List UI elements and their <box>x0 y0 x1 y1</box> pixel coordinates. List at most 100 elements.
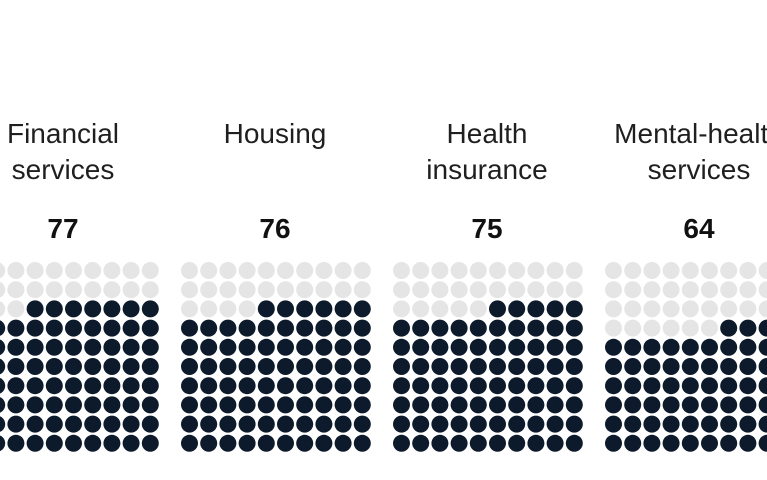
filled-dot <box>720 434 738 452</box>
empty-dot <box>450 300 468 318</box>
filled-dot <box>565 415 583 433</box>
filled-dot <box>7 415 25 433</box>
filled-dot <box>527 319 545 337</box>
category-value: 75 <box>471 213 503 244</box>
category-label-line: Financial <box>6 118 120 149</box>
filled-dot <box>701 396 718 414</box>
filled-dot <box>103 358 121 375</box>
filled-dot <box>605 338 622 356</box>
filled-dot <box>181 377 198 395</box>
filled-dot <box>353 434 371 452</box>
filled-dot <box>758 319 767 337</box>
empty-dot <box>353 262 371 279</box>
empty-dot <box>181 300 198 318</box>
filled-dot <box>257 358 275 375</box>
empty-dot <box>469 300 487 318</box>
category-value: 76 <box>259 213 291 244</box>
filled-dot <box>7 319 25 337</box>
category-label: Health insurance <box>392 116 582 188</box>
filled-dot <box>469 377 487 395</box>
empty-dot <box>431 300 449 318</box>
filled-dot <box>65 415 82 433</box>
empty-dot <box>681 281 699 299</box>
filled-dot <box>758 415 767 433</box>
filled-dot <box>277 415 294 433</box>
empty-dot <box>508 262 526 279</box>
filled-dot <box>565 300 583 318</box>
filled-dot <box>565 434 583 452</box>
empty-dot <box>412 262 430 279</box>
filled-dot <box>720 358 738 375</box>
empty-dot <box>527 262 545 279</box>
filled-dot <box>353 319 371 337</box>
filled-dot <box>84 319 102 337</box>
filled-dot <box>565 396 583 414</box>
filled-dot <box>65 319 82 337</box>
filled-dot <box>257 300 275 318</box>
filled-dot <box>431 338 449 356</box>
filled-dot <box>353 338 371 356</box>
empty-dot <box>605 262 622 279</box>
filled-dot <box>393 396 410 414</box>
filled-dot <box>701 338 718 356</box>
empty-dot <box>296 262 314 279</box>
filled-dot <box>605 434 622 452</box>
filled-dot <box>508 415 526 433</box>
filled-dot <box>315 396 333 414</box>
filled-dot <box>122 377 140 395</box>
empty-dot <box>122 262 140 279</box>
filled-dot <box>181 396 198 414</box>
empty-dot <box>701 319 718 337</box>
filled-dot <box>546 415 564 433</box>
empty-dot <box>720 300 738 318</box>
empty-dot <box>393 300 410 318</box>
filled-dot <box>0 339 6 356</box>
filled-dot <box>662 377 680 395</box>
filled-dot <box>353 377 371 395</box>
empty-dot <box>103 262 121 279</box>
filled-dot <box>508 377 526 395</box>
empty-dot <box>238 262 256 279</box>
filled-dot <box>334 434 352 452</box>
filled-dot <box>508 434 526 452</box>
filled-dot <box>489 319 506 337</box>
empty-dot <box>720 262 738 279</box>
filled-dot <box>84 396 102 414</box>
filled-dot <box>701 358 718 375</box>
filled-dot <box>412 358 430 375</box>
filled-dot <box>393 415 410 433</box>
filled-dot <box>489 377 506 395</box>
filled-dot <box>141 434 159 452</box>
filled-dot <box>0 358 6 375</box>
filled-dot <box>624 377 642 395</box>
empty-dot <box>701 300 718 318</box>
filled-dot <box>141 396 159 414</box>
empty-dot <box>257 262 275 279</box>
filled-dot <box>257 319 275 337</box>
filled-dot <box>103 377 121 395</box>
filled-dot <box>720 338 738 356</box>
empty-dot <box>315 262 333 279</box>
filled-dot <box>26 434 44 452</box>
filled-dot <box>393 319 410 337</box>
empty-dot <box>7 300 25 318</box>
empty-dot <box>334 281 352 299</box>
empty-dot <box>200 281 218 299</box>
empty-dot <box>758 262 767 279</box>
filled-dot <box>334 396 352 414</box>
filled-dot <box>546 358 564 375</box>
filled-dot <box>565 358 583 375</box>
category-label-line: services <box>11 154 115 185</box>
filled-dot <box>122 300 140 318</box>
empty-dot <box>431 262 449 279</box>
empty-dot <box>296 281 314 299</box>
filled-dot <box>469 415 487 433</box>
filled-dot <box>26 377 44 395</box>
filled-dot <box>315 415 333 433</box>
filled-dot <box>720 377 738 395</box>
filled-dot <box>605 415 622 433</box>
filled-dot <box>219 358 237 375</box>
empty-dot <box>624 281 642 299</box>
filled-dot <box>527 377 545 395</box>
filled-dot <box>219 319 237 337</box>
